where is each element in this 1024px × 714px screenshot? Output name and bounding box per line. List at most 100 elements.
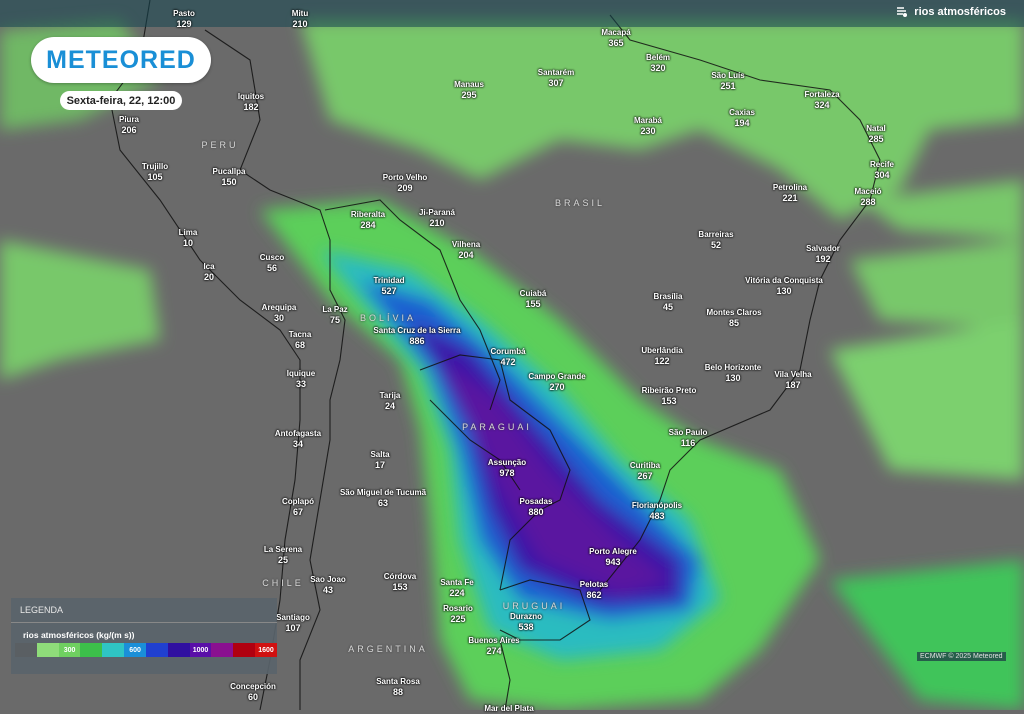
city-marker[interactable]: Salta 17 xyxy=(370,450,389,470)
wind-layers-icon xyxy=(897,7,908,17)
legend-color-scale: 300 600 1000 1600 xyxy=(15,643,277,657)
city-marker[interactable]: São Miguel de Tucumã 63 xyxy=(340,488,426,508)
city-marker[interactable]: Posadas 880 xyxy=(520,497,553,517)
city-marker[interactable]: Riberalta 284 xyxy=(351,210,385,230)
legend-header[interactable]: LEGENDA xyxy=(11,598,277,623)
city-marker[interactable]: Sao Joao 43 xyxy=(310,575,346,595)
city-marker[interactable]: Belo Horizonte 130 xyxy=(705,363,761,383)
city-marker[interactable]: Tarija 24 xyxy=(380,391,401,411)
city-marker[interactable]: Natal 285 xyxy=(866,124,886,144)
city-marker[interactable]: Caxias 194 xyxy=(729,108,755,128)
city-marker[interactable]: Ica 20 xyxy=(203,262,214,282)
city-marker[interactable]: Fortaleza 324 xyxy=(804,90,839,110)
layer-label: rios atmosféricos xyxy=(914,6,1006,18)
city-marker[interactable]: Santa Rosa 88 xyxy=(376,677,420,697)
city-name: Vilhena xyxy=(451,240,481,249)
meteored-logo[interactable]: METEORED xyxy=(31,37,211,83)
city-marker[interactable]: Trinidad 527 xyxy=(373,276,404,296)
city-marker[interactable]: Pasto 129 xyxy=(173,9,195,29)
city-marker[interactable]: Tacna 68 xyxy=(289,330,312,350)
city-marker[interactable]: Arequipa 30 xyxy=(262,303,297,323)
legend-panel: LEGENDA rios atmosféricos (kg/(m s)) 300… xyxy=(11,598,277,674)
city-value: 45 xyxy=(662,302,673,312)
city-name: Cusco xyxy=(259,253,285,262)
top-bar: rios atmosféricos xyxy=(0,0,1024,27)
city-marker[interactable]: Assunção 978 xyxy=(488,458,526,478)
country-label: URUGUAI xyxy=(502,601,566,611)
city-name: Arequipa xyxy=(261,303,297,312)
city-marker[interactable]: Cusco 56 xyxy=(260,253,284,273)
city-value: 862 xyxy=(586,590,602,600)
city-marker[interactable]: Santarém 307 xyxy=(538,68,574,88)
city-value: 206 xyxy=(121,125,137,135)
city-marker[interactable]: Concepción 60 xyxy=(230,682,276,702)
city-marker[interactable]: Iquitos 182 xyxy=(238,92,264,112)
city-marker[interactable]: Florianópolis 483 xyxy=(632,501,682,521)
city-marker[interactable]: Coplapó 67 xyxy=(282,497,314,517)
city-marker[interactable]: Santa Cruz de la Sierra 886 xyxy=(373,326,460,346)
city-marker[interactable]: Belém 320 xyxy=(646,53,670,73)
city-name: Recife xyxy=(869,160,895,169)
city-marker[interactable]: Barreiras 52 xyxy=(698,230,733,250)
city-marker[interactable]: Ji-Paraná 210 xyxy=(419,208,455,228)
city-marker[interactable]: Buenos Aires 274 xyxy=(468,636,519,656)
city-name: Posadas xyxy=(519,497,553,506)
city-marker[interactable]: Vila Velha 187 xyxy=(774,370,811,390)
layer-selector-button[interactable]: rios atmosféricos xyxy=(896,6,1006,18)
city-marker[interactable]: Ribeirão Preto 153 xyxy=(642,386,697,406)
city-marker[interactable]: Maceió 288 xyxy=(854,187,881,207)
city-marker[interactable]: Santiago 107 xyxy=(276,613,310,633)
city-name: São Luís xyxy=(711,71,745,80)
city-marker[interactable]: Brasília 45 xyxy=(654,292,683,312)
city-marker[interactable]: Córdova 153 xyxy=(384,572,416,592)
city-marker[interactable]: Montes Claros 85 xyxy=(706,308,761,328)
city-marker[interactable]: Manaus 295 xyxy=(454,80,484,100)
city-marker[interactable]: Mitu 210 xyxy=(292,9,308,29)
country-label: PERU xyxy=(201,140,239,150)
city-marker[interactable]: La Paz 75 xyxy=(322,305,347,325)
city-marker[interactable]: Curitiba 267 xyxy=(630,461,660,481)
city-marker[interactable]: Vilhena 204 xyxy=(452,240,480,260)
city-name: Coplapó xyxy=(282,497,314,506)
city-marker[interactable]: Marabá 230 xyxy=(634,116,662,136)
city-marker[interactable]: Uberlândia 122 xyxy=(641,346,682,366)
city-marker[interactable]: Pucallpa 150 xyxy=(213,167,246,187)
city-marker[interactable]: Santa Fe 224 xyxy=(440,578,473,598)
city-marker[interactable]: Petrolina 221 xyxy=(773,183,807,203)
city-value: 192 xyxy=(815,254,831,264)
city-marker[interactable]: Antofagasta 34 xyxy=(275,429,321,449)
legend-bin xyxy=(36,643,59,657)
city-name: Tarija xyxy=(379,391,401,400)
city-marker[interactable]: Salvador 192 xyxy=(806,244,840,264)
city-marker[interactable]: Trujillo 105 xyxy=(142,162,168,182)
city-marker[interactable]: Piura 206 xyxy=(119,115,139,135)
city-marker[interactable]: São Paulo 116 xyxy=(669,428,708,448)
city-value: 943 xyxy=(605,557,621,567)
city-marker[interactable]: Durazno 538 xyxy=(510,612,542,632)
city-value: 230 xyxy=(640,126,656,136)
city-marker[interactable]: Rosario 225 xyxy=(443,604,473,624)
city-marker[interactable]: Corumbá 472 xyxy=(490,347,525,367)
city-marker[interactable]: Porto Velho 209 xyxy=(383,173,427,193)
city-marker[interactable]: São Luís 251 xyxy=(711,71,744,91)
city-marker[interactable]: Iquique 33 xyxy=(287,369,315,389)
city-marker[interactable]: Porto Alegre 943 xyxy=(589,547,637,567)
legend-bin: 1000 xyxy=(189,643,212,657)
country-label: ARGENTINA xyxy=(348,644,428,654)
city-marker[interactable]: La Serena 25 xyxy=(264,545,302,565)
city-value: 210 xyxy=(429,218,445,228)
city-marker[interactable]: Recife 304 xyxy=(870,160,894,180)
city-marker[interactable]: Campo Grande 270 xyxy=(528,372,585,392)
city-marker[interactable]: Pelotas 862 xyxy=(580,580,608,600)
city-marker[interactable]: Vitória da Conquista 130 xyxy=(745,276,823,296)
city-marker[interactable]: Cuiabá 155 xyxy=(520,289,547,309)
city-name: Florianópolis xyxy=(631,501,683,510)
city-name: Riberalta xyxy=(350,210,386,219)
city-marker[interactable]: Mar del Plata xyxy=(484,704,533,714)
city-marker[interactable]: Macapá 365 xyxy=(601,28,630,48)
city-value: 538 xyxy=(518,622,534,632)
city-value: 130 xyxy=(776,286,792,296)
legend-bin xyxy=(211,643,234,657)
city-marker[interactable]: Lima 10 xyxy=(179,228,198,248)
